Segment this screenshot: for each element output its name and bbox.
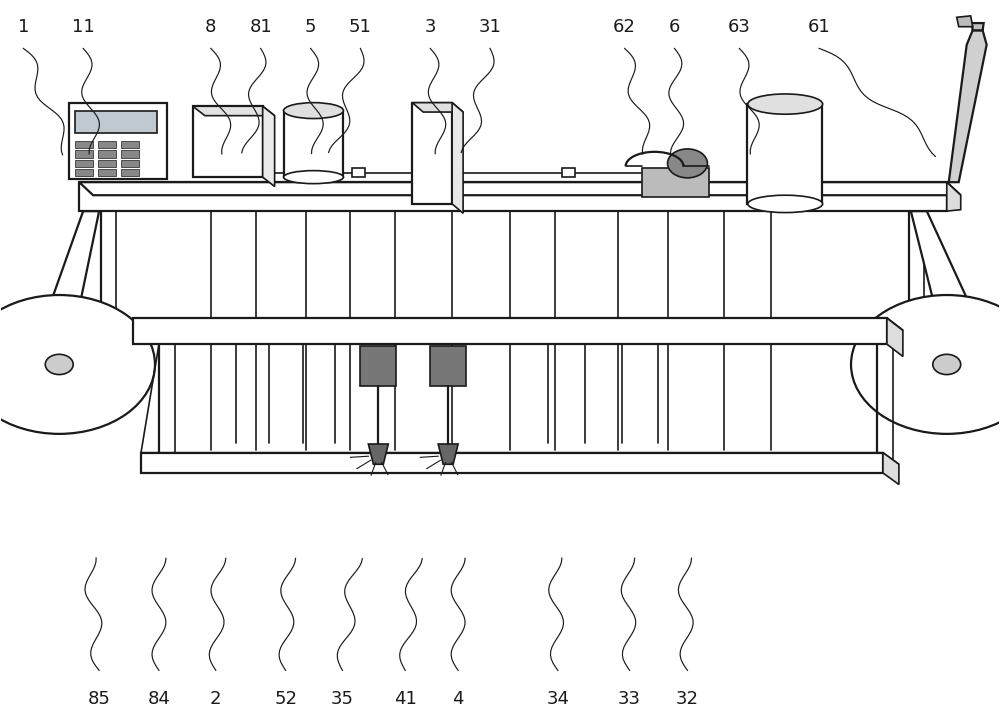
Bar xyxy=(360,346,396,386)
Ellipse shape xyxy=(748,94,823,114)
Circle shape xyxy=(851,295,1000,434)
Text: 63: 63 xyxy=(728,17,751,36)
Bar xyxy=(121,150,139,158)
Text: 51: 51 xyxy=(349,17,372,36)
Text: 32: 32 xyxy=(676,690,699,709)
Bar xyxy=(747,104,822,204)
Bar xyxy=(141,453,883,473)
Polygon shape xyxy=(883,453,899,484)
Text: 84: 84 xyxy=(148,690,170,709)
Text: 62: 62 xyxy=(613,17,636,36)
Bar xyxy=(98,150,116,158)
Text: 3: 3 xyxy=(424,17,436,36)
Bar xyxy=(75,160,93,167)
Text: 81: 81 xyxy=(249,17,272,36)
Polygon shape xyxy=(947,182,961,211)
Circle shape xyxy=(45,354,73,375)
Text: 34: 34 xyxy=(546,690,569,709)
Polygon shape xyxy=(911,211,967,306)
Text: 52: 52 xyxy=(274,690,297,709)
Bar xyxy=(642,168,709,197)
Polygon shape xyxy=(887,318,903,356)
Polygon shape xyxy=(438,444,458,464)
Polygon shape xyxy=(193,106,275,115)
Bar xyxy=(79,182,947,211)
Bar xyxy=(121,169,139,176)
Ellipse shape xyxy=(284,171,343,184)
Text: 31: 31 xyxy=(479,17,501,36)
Bar xyxy=(562,168,575,177)
Bar xyxy=(133,318,887,344)
Text: 8: 8 xyxy=(205,17,216,36)
Bar xyxy=(75,169,93,176)
Text: 2: 2 xyxy=(210,690,222,709)
Bar xyxy=(98,169,116,176)
Bar xyxy=(98,141,116,148)
Text: 61: 61 xyxy=(808,17,830,36)
Polygon shape xyxy=(79,182,961,195)
Text: 85: 85 xyxy=(88,690,111,709)
Text: 5: 5 xyxy=(305,17,316,36)
Polygon shape xyxy=(49,211,99,306)
Circle shape xyxy=(668,149,707,178)
Bar xyxy=(412,102,452,204)
Bar xyxy=(121,141,139,148)
Polygon shape xyxy=(452,102,463,213)
Polygon shape xyxy=(972,23,984,30)
Polygon shape xyxy=(141,453,899,464)
Ellipse shape xyxy=(284,102,343,118)
Bar xyxy=(98,160,116,167)
Bar xyxy=(69,102,167,179)
Bar xyxy=(193,106,263,177)
Bar xyxy=(430,346,466,386)
Polygon shape xyxy=(412,102,463,112)
Bar xyxy=(284,110,343,177)
Bar xyxy=(121,160,139,167)
Polygon shape xyxy=(263,106,275,187)
Text: 6: 6 xyxy=(669,17,680,36)
Bar xyxy=(352,168,365,177)
Text: 35: 35 xyxy=(331,690,354,709)
Polygon shape xyxy=(949,30,987,182)
Ellipse shape xyxy=(748,195,823,213)
Text: 1: 1 xyxy=(18,17,29,36)
Text: 33: 33 xyxy=(618,690,641,709)
Polygon shape xyxy=(133,318,903,330)
Bar xyxy=(75,111,157,133)
Text: 11: 11 xyxy=(72,17,95,36)
Circle shape xyxy=(933,354,961,375)
Polygon shape xyxy=(957,16,973,27)
Polygon shape xyxy=(368,444,388,464)
Text: 41: 41 xyxy=(394,690,417,709)
Text: 4: 4 xyxy=(452,690,464,709)
Bar xyxy=(75,150,93,158)
Bar xyxy=(75,141,93,148)
Polygon shape xyxy=(79,184,961,197)
Circle shape xyxy=(0,295,155,434)
